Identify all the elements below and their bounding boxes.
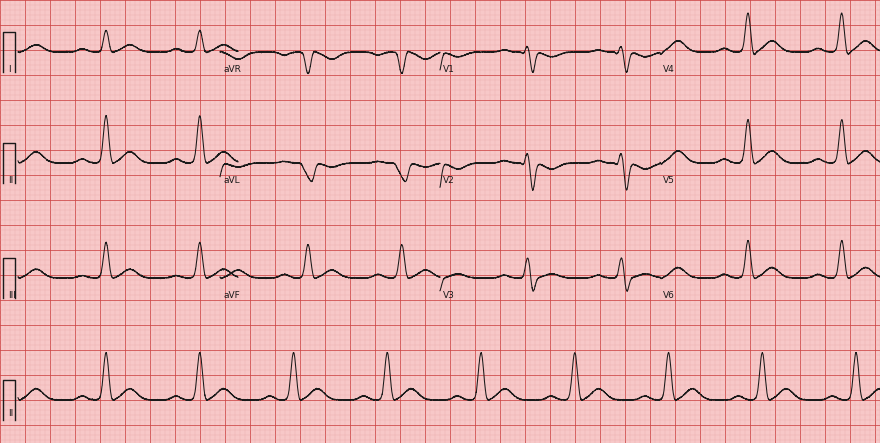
Text: V4: V4	[663, 65, 675, 74]
Text: aVF: aVF	[223, 291, 239, 300]
Text: V6: V6	[663, 291, 675, 300]
Text: I: I	[8, 65, 11, 74]
Text: II: II	[8, 176, 13, 185]
Text: II: II	[8, 409, 13, 418]
Text: aVL: aVL	[223, 176, 239, 185]
Text: V5: V5	[663, 176, 675, 185]
Text: V3: V3	[443, 291, 455, 300]
Text: aVR: aVR	[223, 65, 241, 74]
Text: V1: V1	[443, 65, 455, 74]
Text: V2: V2	[443, 176, 455, 185]
Text: III: III	[8, 291, 16, 300]
